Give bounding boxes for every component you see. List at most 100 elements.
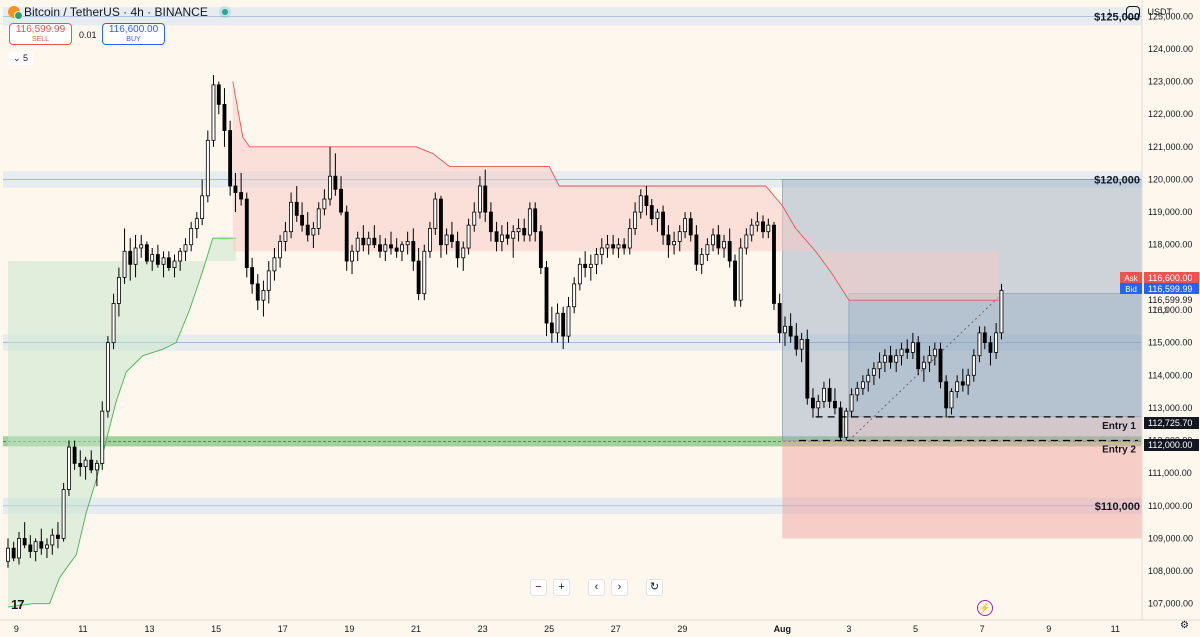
y-tick-label: 120,000.00: [1148, 174, 1193, 184]
candle-body: [261, 290, 266, 301]
candle-body: [849, 394, 854, 412]
candle-body: [688, 218, 693, 236]
candle-body: [910, 342, 915, 353]
candle-body: [960, 381, 965, 386]
buy-price: 116,600.00: [108, 24, 159, 35]
candle-body: [855, 387, 860, 396]
candle-body: [777, 303, 782, 334]
candle-body: [139, 244, 144, 249]
candle-body: [738, 247, 743, 301]
candle-body: [250, 267, 255, 285]
candle-body: [888, 355, 893, 363]
candle-body: [533, 208, 538, 233]
candle-body: [549, 322, 554, 334]
candle-body: [799, 338, 804, 350]
y-tick-label: 111,000.00: [1148, 468, 1192, 478]
entry-price-tag: 112,725.70: [1148, 418, 1192, 428]
candle-body: [827, 387, 832, 402]
candle-body: [272, 257, 277, 272]
candle-body: [405, 241, 410, 246]
entry-price-tag-bg: [1144, 439, 1199, 451]
candle-body: [527, 208, 532, 236]
zoom-out-button[interactable]: −: [530, 579, 547, 596]
candle-body: [699, 254, 704, 265]
x-tick-label: 13: [145, 624, 155, 634]
symbol-header[interactable]: Bitcoin / TetherUS · 4h · BINANCE: [8, 5, 228, 20]
supertrend-fill-up: [8, 238, 237, 607]
entry-label: Entry 2: [1102, 445, 1136, 456]
candle-body: [877, 361, 882, 370]
scroll-right-button[interactable]: ›: [611, 579, 628, 596]
candle-body: [333, 175, 338, 190]
candle-body: [39, 541, 44, 549]
candle-body: [105, 342, 110, 412]
x-tick-label: 11: [78, 624, 87, 634]
candle-body: [938, 348, 943, 383]
candle-body: [905, 348, 910, 353]
y-tick-label: 124,000.00: [1148, 44, 1193, 54]
candle-body: [677, 231, 682, 242]
y-tick-label: 123,000.00: [1148, 77, 1193, 87]
candle-body: [661, 211, 666, 236]
candle-body: [189, 228, 194, 246]
tradingview-logo-icon: 17: [11, 597, 25, 612]
candle-body: [644, 195, 649, 206]
symbol-title[interactable]: Bitcoin / TetherUS · 4h · BINANCE: [24, 5, 208, 19]
candle-body: [516, 228, 521, 233]
candle-body: [772, 224, 776, 304]
sell-button[interactable]: 116,599.99 SELL: [9, 23, 72, 45]
y-tick-label: 115,000.00: [1148, 338, 1192, 348]
candle-body: [816, 400, 821, 409]
ask-tag-label: Ask: [1124, 274, 1138, 283]
candle-body: [283, 231, 288, 242]
position-profit-zone: [782, 179, 1143, 441]
buy-button[interactable]: 116,600.00 BUY: [102, 23, 165, 45]
candle-body: [466, 224, 471, 249]
candle-body: [316, 208, 321, 229]
x-tick-label: 15: [211, 624, 221, 634]
candle-body: [899, 348, 904, 357]
position-profit-zone: [848, 293, 1143, 418]
currency-selector[interactable]: USDT: [1147, 7, 1173, 17]
indicators-toggle[interactable]: ⌄ 5: [8, 52, 34, 65]
ask-tag-label-bg: [1120, 272, 1142, 283]
candle-body: [705, 244, 710, 255]
candle-body: [694, 234, 699, 265]
reset-chart-button[interactable]: ↻: [646, 579, 663, 596]
x-tick-label: 27: [611, 624, 621, 634]
candle-body: [422, 250, 427, 295]
y-tick-label: 119,000.00: [1148, 207, 1192, 217]
candle-body: [472, 211, 477, 226]
screenshot-icon[interactable]: [1125, 5, 1140, 19]
scroll-left-button[interactable]: ‹: [588, 579, 605, 596]
candle-body: [72, 446, 77, 464]
indicators-count: 5: [23, 53, 29, 63]
candle-body: [882, 355, 887, 363]
bitcoin-logo-icon: [8, 6, 23, 20]
support-band: [3, 436, 1142, 447]
candle-body: [328, 175, 332, 200]
candle-body: [255, 283, 260, 301]
candle-body: [994, 332, 999, 353]
candle-body: [366, 237, 371, 246]
gear-icon[interactable]: ⚙: [1180, 620, 1189, 631]
candle-body: [194, 218, 199, 229]
candle-body: [17, 538, 21, 559]
candle-body: [111, 303, 116, 344]
candle-body: [955, 381, 960, 392]
download-icon[interactable]: ↓: [1106, 6, 1113, 18]
x-tick-label: 3: [846, 624, 851, 634]
candle-body: [50, 534, 55, 546]
candle-body: [977, 332, 982, 357]
candle-body: [538, 231, 543, 268]
candle-body: [932, 348, 937, 357]
candle-body: [150, 254, 155, 262]
entry-label: Entry 1: [1102, 421, 1136, 432]
candle-body: [727, 241, 732, 262]
candle-body: [383, 244, 388, 252]
candle-body: [566, 306, 571, 337]
lightning-icon[interactable]: ⚡: [977, 600, 993, 616]
zoom-in-button[interactable]: +: [553, 579, 570, 596]
